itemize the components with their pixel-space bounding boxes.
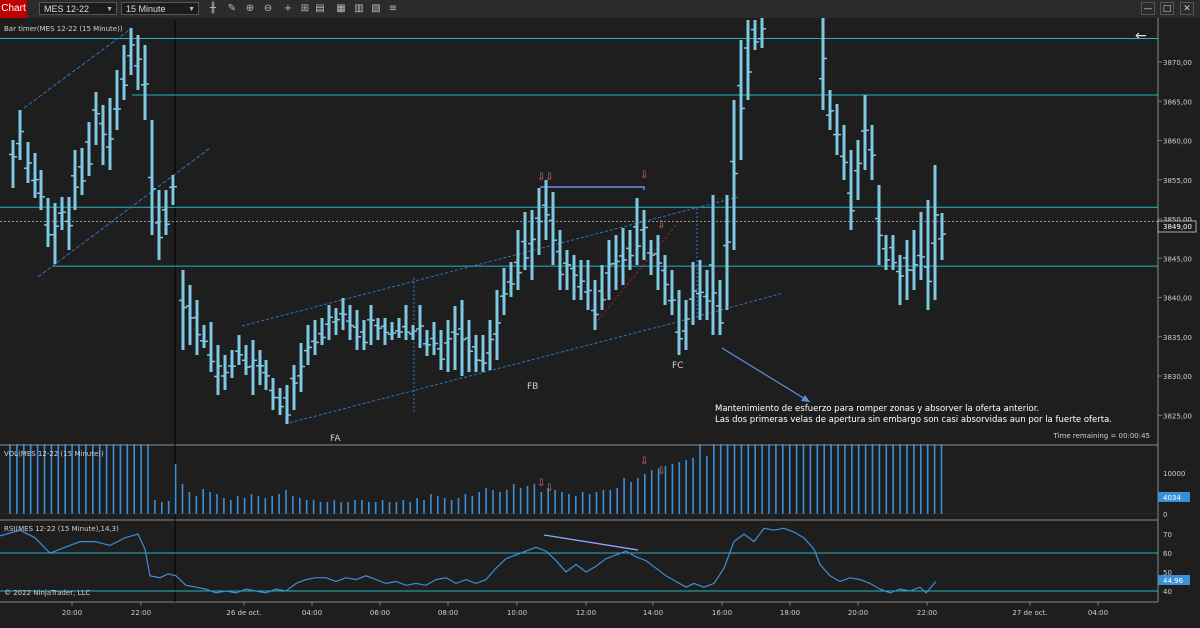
price-axis-label: 3830,00 [1163,373,1192,381]
rsi-axis[interactable]: 70 60 50 40 [1163,531,1172,596]
range-bracket[interactable] [540,186,645,190]
note-pointer-head [801,395,810,402]
rsi-panel-label: RSI(MES 12-22 (15 Minute),14,3) [4,525,119,533]
arrow-down-icon: ⇩ [545,172,553,183]
time-axis-label: 04:00 [1088,609,1108,617]
time-axis-label: 06:00 [370,609,390,617]
time-axis-label: 14:00 [643,609,663,617]
current-price-value: 3849,00 [1163,223,1192,231]
bar-chart-icon[interactable]: ╫ [209,3,217,14]
trend-channel-line[interactable] [676,292,784,323]
arrow-down-icon: ⇩ [537,172,545,183]
volume-axis-label: 10000 [1163,470,1185,478]
time-axis-label: 12:00 [576,609,596,617]
price-axis[interactable]: 3870,00 3865,00 3860,00 3855,00 3850,00 3845,… [1158,59,1192,420]
channel-drawings [23,27,784,425]
time-axis-label: 18:00 [780,609,800,617]
label-fb: FB [527,382,538,392]
arrow-down-icon: ⇩ [537,478,545,489]
chevron-down-icon: ▼ [106,6,113,13]
time-axis-label: 20:00 [62,609,82,617]
copyright: © 2022 NinjaTrader, LLC [4,589,90,597]
price-axis-label: 3860,00 [1163,138,1192,146]
price-levels [0,37,1158,267]
chart-background [0,18,1200,628]
time-axis-label: 20:00 [848,609,868,617]
volume-panel-label: VOL(MES 12-22 (15 Minute)) [4,450,104,458]
price-axis-label: 3835,00 [1163,334,1192,342]
indicator-icon[interactable]: ▧ [371,3,381,14]
zoom-out-icon[interactable]: ⊖ [263,3,273,14]
arrow-down-icon: ⇩ [640,170,648,181]
rsi-value: 44,96 [1163,577,1184,585]
volume-value-tag [1158,492,1190,502]
trend-channel-line[interactable] [284,321,678,425]
price-axis-label: 3855,00 [1163,177,1192,185]
instrument-value: MES 12-22 [44,4,90,14]
rsi-value-tag [1158,575,1190,585]
crosshair-icon[interactable]: + [283,3,293,14]
price-axis-label: 3865,00 [1163,98,1192,106]
arrow-down-icon: ⇩ [657,466,665,477]
pencil-icon[interactable]: ✎ [227,3,237,14]
note-line-1: Mantenimiento de esfuerzo para romper zo… [715,404,1039,414]
volume-axis-label: 0 [1163,511,1167,519]
label-fa: FA [330,434,341,444]
time-axis-label: 22:00 [131,609,151,617]
close-button[interactable]: ✕ [1180,2,1194,15]
time-axis-label: 27 de oct. [1012,609,1047,617]
chevron-down-icon: ▼ [188,6,195,13]
rsi-divergence-line[interactable] [543,534,639,551]
time-axis-label: 08:00 [438,609,458,617]
maximize-button[interactable]: □ [1160,2,1174,15]
price-panel-label: Bar timer(MES 12-22 (15 Minute)) [4,25,123,33]
minimize-button[interactable]: — [1141,2,1155,15]
volume-bars [0,444,1158,515]
price-axis-label: 3850,00 [1163,216,1192,224]
hash-icon[interactable]: ⊞ [300,3,310,14]
time-axis-label: 22:00 [917,609,937,617]
price-axis-label: 3840,00 [1163,295,1192,303]
arrow-down-icon: ⇩ [640,456,648,467]
time-axis-label: 04:00 [302,609,322,617]
price-bars [9,18,946,424]
arrow-down-icon: ⇩ [545,483,553,494]
volume-value: 4034 [1163,494,1181,502]
trend-icon[interactable]: ≡ [388,3,398,14]
toolbar: Chart MES 12-22 ▼ 15 Minute ▼ ╫ ✎ ⊕ ⊖ + ⊞ … [0,0,1200,19]
trend-channel-line[interactable] [594,219,681,325]
rsi-series[interactable] [0,527,937,594]
label-fc: FC [672,361,683,371]
time-axis-label: 16:00 [712,609,732,617]
interval-value: 15 Minute [126,4,166,14]
interval-select[interactable]: 15 Minute ▼ [121,2,199,15]
properties-icon[interactable]: ▥ [354,3,364,14]
instrument-select[interactable]: MES 12-22 ▼ [39,2,117,15]
price-axis-label: 3870,00 [1163,59,1192,67]
rsi-axis-label: 40 [1163,588,1172,596]
time-axis-label: 10:00 [507,609,527,617]
price-axis-label: 3825,00 [1163,412,1192,420]
chart-area[interactable]: ⇩ ⇩ ⇩⇩⇩ ⇩⇩⇩ Bar timer(MES 12-22 (15 Minute)… [0,18,1200,628]
rsi-line [0,527,1158,594]
time-remaining: Time remaining = 00:00:45 [1053,432,1150,440]
zoom-in-icon[interactable]: ⊕ [245,3,255,14]
time-axis-label: 26 de oct. [226,609,261,617]
time-axis[interactable]: 20:00 22:00 26 de oct. 04:00 06:00 08:00 10:00… [62,602,1108,617]
strategy-icon[interactable]: ▦ [336,3,346,14]
note-line-2: Las dos primeras velas de apertura sin e… [715,415,1112,425]
signal-arrows: ⇩ ⇩ ⇩⇩⇩ ⇩⇩⇩ [537,170,665,494]
rsi-axis-label: 60 [1163,550,1172,558]
trend-channel-line[interactable] [241,196,739,327]
note-pointer-line [721,347,811,403]
current-price-tag [1157,220,1197,233]
data-box-icon[interactable]: ▤ [315,3,325,14]
trend-channel-line[interactable] [23,27,133,109]
arrow-down-icon: ⇩ [657,220,665,231]
arrow-left-icon[interactable]: ← [1135,28,1147,44]
price-axis-label: 3845,00 [1163,255,1192,263]
rsi-axis-label: 50 [1163,569,1172,577]
chart-tab[interactable]: Chart [0,0,27,18]
rsi-axis-label: 70 [1163,531,1172,539]
